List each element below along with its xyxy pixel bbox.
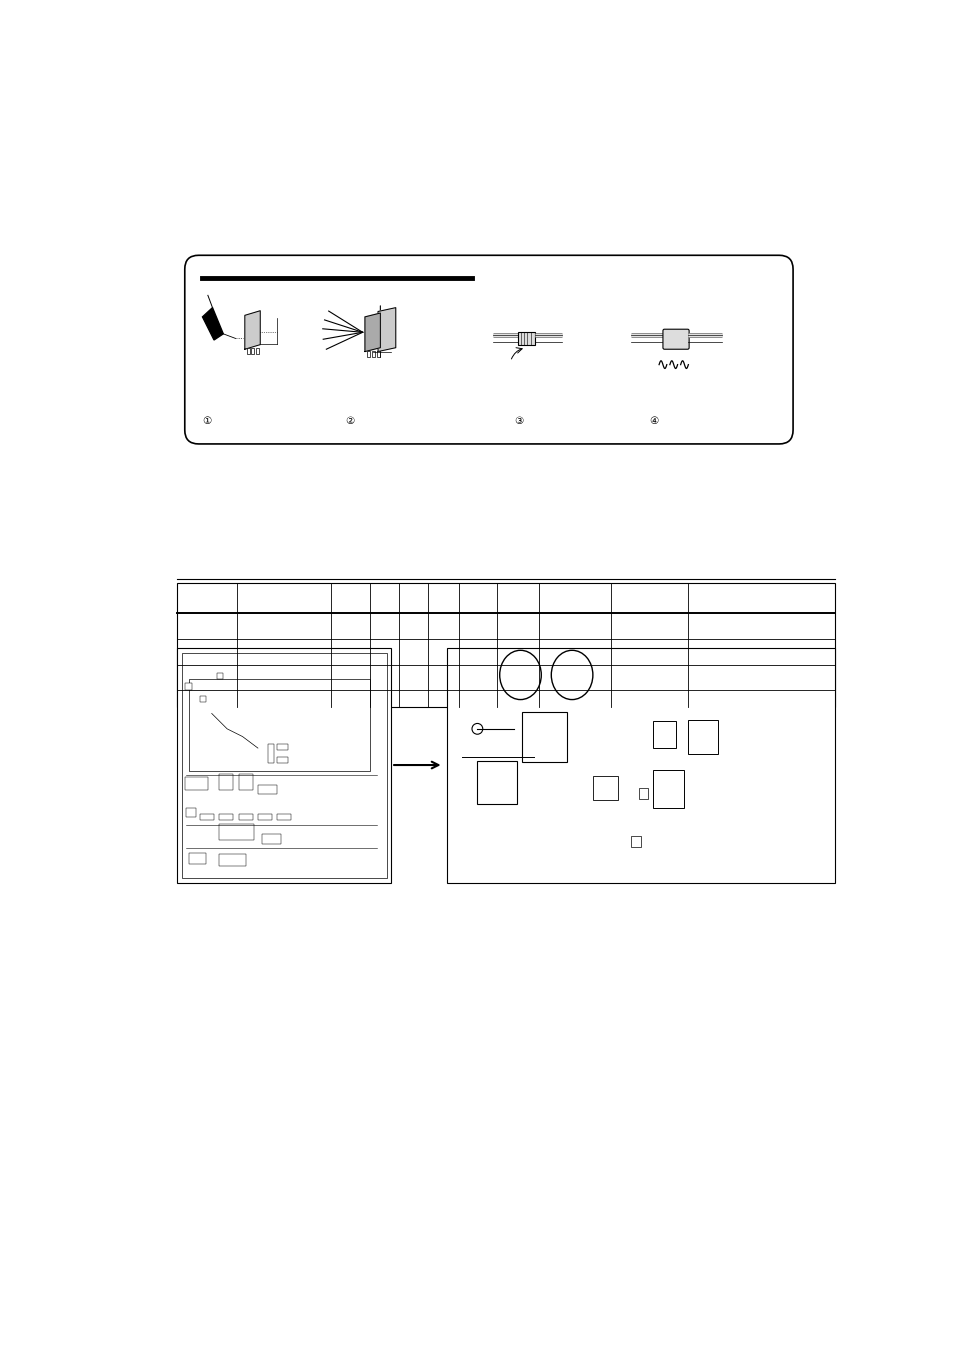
Bar <box>255 347 258 354</box>
Bar <box>181 653 386 878</box>
Bar <box>186 808 195 817</box>
Bar <box>631 836 640 847</box>
Bar <box>372 351 375 357</box>
Bar <box>277 813 291 820</box>
Bar <box>687 720 718 754</box>
Bar <box>592 775 617 800</box>
Bar <box>277 744 288 750</box>
Bar <box>238 813 253 820</box>
Bar <box>200 696 206 703</box>
Bar <box>367 351 370 357</box>
Bar <box>257 813 272 820</box>
FancyBboxPatch shape <box>662 330 688 349</box>
Polygon shape <box>245 311 260 349</box>
Bar <box>277 758 288 763</box>
Bar <box>476 761 517 804</box>
Bar <box>189 852 205 863</box>
Bar <box>247 347 250 354</box>
FancyBboxPatch shape <box>185 255 792 444</box>
Polygon shape <box>377 308 395 351</box>
Bar <box>200 813 213 820</box>
Bar <box>652 770 683 808</box>
Bar <box>219 854 246 866</box>
Bar <box>219 774 233 790</box>
Text: ②: ② <box>345 416 354 426</box>
Bar <box>517 331 535 346</box>
Bar <box>238 774 253 790</box>
Bar <box>261 834 281 844</box>
Bar <box>639 788 648 798</box>
Polygon shape <box>365 313 380 351</box>
Bar <box>446 648 835 882</box>
Bar <box>219 813 233 820</box>
Ellipse shape <box>551 650 592 700</box>
Bar <box>189 678 370 771</box>
Text: ③: ③ <box>514 416 523 426</box>
Text: ①: ① <box>202 416 212 426</box>
Bar <box>257 785 277 794</box>
Bar <box>268 744 274 763</box>
Bar <box>185 777 208 790</box>
Bar <box>521 712 566 762</box>
Ellipse shape <box>499 650 540 700</box>
Bar <box>376 351 379 357</box>
Bar <box>177 584 835 707</box>
Polygon shape <box>202 308 223 340</box>
Text: ④: ④ <box>648 416 658 426</box>
Bar <box>252 347 254 354</box>
Circle shape <box>472 723 482 734</box>
Bar <box>217 673 223 678</box>
Bar <box>177 648 391 882</box>
Bar <box>219 824 253 840</box>
Bar <box>652 721 676 748</box>
Bar <box>185 682 193 690</box>
